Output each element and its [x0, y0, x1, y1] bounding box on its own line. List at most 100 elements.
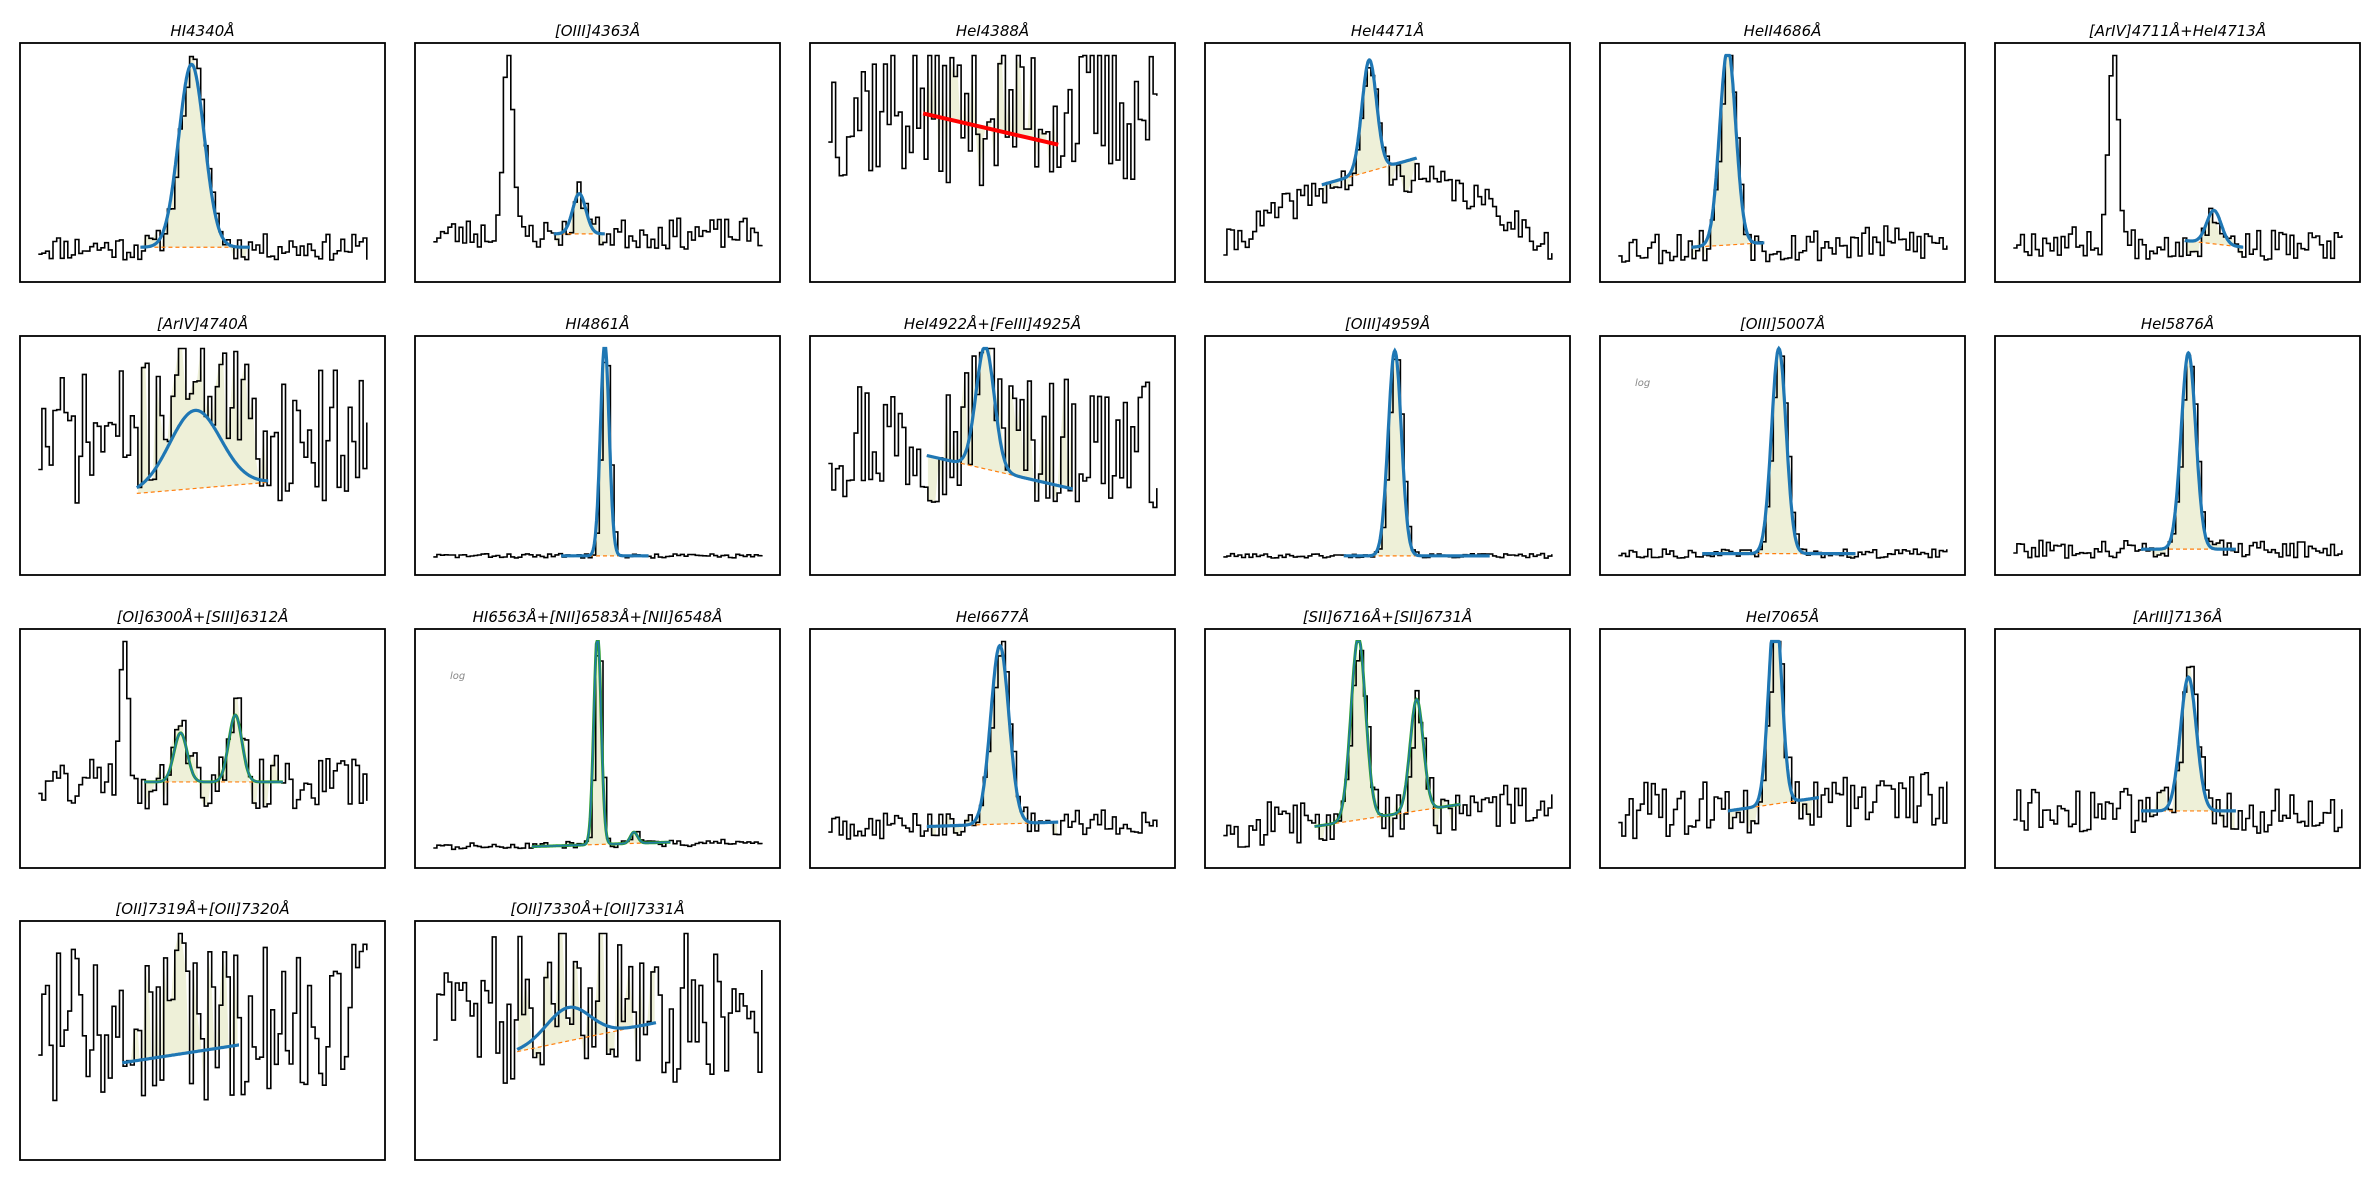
spectrum-line — [1223, 649, 1553, 848]
log-scale-label: log — [1635, 378, 1650, 389]
spectrum-line — [828, 640, 1158, 840]
panel-frame — [1599, 335, 1966, 576]
continuum-line — [517, 1022, 657, 1053]
panel-18: [ArIII]7136Å — [1994, 607, 2361, 869]
continuum-line — [1691, 242, 1765, 248]
panel-6: [ArIV]4711Å+HeI4713Å — [1994, 21, 2361, 283]
total-fit-curve — [531, 640, 671, 848]
panel-frame — [1599, 628, 1966, 869]
total-fit-curve — [144, 714, 283, 783]
flux-fill — [123, 933, 238, 1100]
panel-3: HeI4388Å — [809, 21, 1176, 283]
spectrum-line — [433, 932, 763, 1084]
fit-curve — [136, 408, 269, 490]
fit-curve — [1702, 345, 1856, 556]
fit-curve — [1691, 53, 1765, 249]
log-scale-label: log — [450, 671, 465, 682]
component-fit-curve — [1314, 640, 1461, 828]
panel-10: [OIII]4959Å — [1204, 314, 1571, 576]
flux-fill — [2142, 355, 2235, 557]
spectrum-line — [2013, 665, 2343, 834]
panel-13: [OI]6300Å+[SIII]6312Å — [19, 607, 386, 869]
spectrum-line — [38, 640, 368, 810]
failed-fit-line — [922, 111, 1059, 147]
fit-curve — [561, 346, 649, 558]
panel-16: [SII]6716Å+[SII]6731Å — [1204, 607, 1571, 869]
panel-11: [OIII]5007Å log — [1599, 314, 1966, 576]
panel-title: [OI]6300Å+[SIII]6312Å — [117, 607, 289, 626]
flux-fill — [137, 348, 268, 494]
flux-fill — [562, 362, 648, 558]
panel-title: [OIII]5007Å — [1740, 314, 1825, 333]
panel-frame — [1204, 628, 1571, 869]
spectrum-line — [2013, 54, 2343, 261]
panel-frame — [1994, 42, 2361, 283]
fit-curve — [121, 1043, 239, 1065]
fit-curve — [140, 62, 250, 249]
component-fit-curve — [144, 713, 283, 784]
fit-curve — [1343, 347, 1490, 558]
spectrum-line — [1618, 54, 1948, 265]
panel-title: [SII]6716Å+[SII]6731Å — [1303, 607, 1473, 626]
panel-4: HeI4471Å — [1204, 21, 1571, 283]
panel-frame — [414, 920, 781, 1161]
panel-frame — [1204, 42, 1571, 283]
panel-title: HeI7065Å — [1746, 607, 1819, 626]
fit-curve — [2184, 208, 2244, 249]
panel-title: [OIII]4363Å — [555, 21, 640, 40]
panel-frame — [414, 628, 781, 869]
fit-curve — [926, 643, 1059, 829]
panel-19: [OII]7319Å+[OII]7320Å — [19, 899, 386, 1161]
fit-curve — [2141, 350, 2236, 551]
flux-fill — [145, 698, 282, 809]
panel-title: [ArIII]7136Å — [2133, 607, 2223, 626]
spectrum-line — [1223, 67, 1553, 260]
spectrum-line — [1618, 640, 1948, 840]
panel-title: HI4340Å — [170, 21, 234, 40]
panel-title: HeII4686Å — [1744, 21, 1822, 40]
panel-frame — [19, 335, 386, 576]
panel-1: HI4340Å — [19, 21, 386, 283]
spectrum-line — [38, 347, 368, 504]
flux-fill — [2186, 208, 2243, 258]
flux-fill — [2142, 666, 2235, 830]
flux-fill — [518, 933, 655, 1065]
panel-15: HeI6677Å — [809, 607, 1176, 869]
panel-title: [ArIV]4711Å+HeI4713Å — [2089, 21, 2266, 40]
flux-fill — [1322, 67, 1416, 203]
panel-title: HeI4922Å+[FeIII]4925Å — [904, 314, 1081, 333]
panel-frame — [1994, 628, 2361, 869]
panel-frame — [1204, 335, 1571, 576]
spectrum-line — [1223, 358, 1553, 559]
panel-title: [OIII]4959Å — [1345, 314, 1430, 333]
panel-frame — [414, 42, 781, 283]
spectrum-line — [38, 932, 368, 1102]
fit-curve — [926, 346, 1074, 491]
panel-frame — [1994, 335, 2361, 576]
panel-17: HeI7065Å — [1599, 607, 1966, 869]
panel-title: HeI4471Å — [1351, 21, 1424, 40]
panel-title: HeI4388Å — [956, 21, 1029, 40]
panel-frame — [809, 42, 1176, 283]
spectrum-line — [828, 347, 1158, 509]
panel-title: HI6563Å+[NII]6583Å+[NII]6548Å — [473, 607, 723, 626]
panel-title: HI4861Å — [565, 314, 629, 333]
spectrum-line — [433, 54, 763, 250]
panel-frame — [809, 335, 1176, 576]
flux-fill — [555, 182, 603, 246]
panel-title: [OII]7330Å+[OII]7331Å — [510, 899, 684, 918]
panel-12: HeI5876Å — [1994, 314, 2361, 576]
flux-fill — [1345, 359, 1489, 558]
panel-title: HeI6677Å — [956, 607, 1029, 626]
panel-5: HeII4686Å — [1599, 21, 1966, 283]
panel-frame — [1599, 42, 1966, 283]
panel-8: HI4861Å — [414, 314, 781, 576]
panel-frame — [19, 920, 386, 1161]
flux-fill — [1703, 353, 1855, 558]
panel-20: [OII]7330Å+[OII]7331Å — [414, 899, 781, 1161]
panel-9: HeI4922Å+[FeIII]4925Å — [809, 314, 1176, 576]
spectrum-line — [38, 55, 368, 261]
panel-frame — [19, 42, 386, 283]
continuum-line — [136, 481, 269, 495]
